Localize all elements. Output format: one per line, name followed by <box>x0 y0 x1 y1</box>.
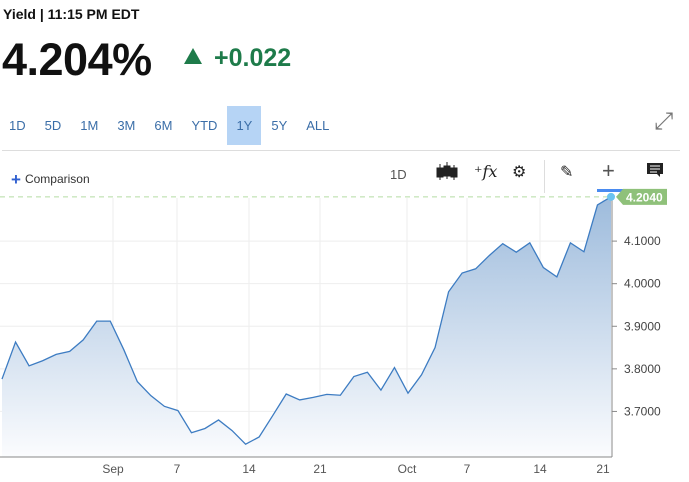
range-5y[interactable]: 5Y <box>271 118 288 133</box>
interval-button[interactable]: 1D <box>390 167 407 182</box>
up-arrow-icon <box>184 48 202 64</box>
comparison-label: Comparison <box>24 172 90 186</box>
range-selector: 1D 5D 1M 3M 6M YTD 1Y 5Y ALL <box>0 106 339 145</box>
price-value: 4.204% <box>2 34 152 85</box>
x-tick-label: 14 <box>242 462 256 476</box>
toolbar-divider <box>544 160 545 193</box>
comparison-button[interactable]: + Comparison <box>11 170 90 190</box>
range-6m[interactable]: 6M <box>154 118 173 133</box>
last-value-label: 4.2040 <box>626 190 663 204</box>
area-fill <box>2 196 611 457</box>
x-tick-label: 21 <box>313 462 327 476</box>
expand-icon[interactable]: ⤢ <box>654 108 674 135</box>
range-1m[interactable]: 1M <box>80 118 99 133</box>
x-tick-label: 21 <box>596 462 610 476</box>
plus-icon: + <box>11 170 21 189</box>
range-3m[interactable]: 3M <box>117 118 136 133</box>
pencil-icon[interactable]: ✎ <box>560 164 574 181</box>
change-value: +0.022 <box>214 44 292 72</box>
range-1d[interactable]: 1D <box>9 118 26 133</box>
candlestick-icon[interactable] <box>436 162 458 187</box>
x-tick-label: 14 <box>533 462 547 476</box>
series-line <box>1 196 612 446</box>
y-tick-label: 4.1000 <box>624 234 661 248</box>
active-tool-indicator <box>597 189 637 192</box>
x-tick-label: 7 <box>464 462 471 476</box>
comment-icon[interactable] <box>646 162 664 183</box>
y-tick-label: 3.9000 <box>624 319 661 333</box>
x-tick-label: 7 <box>174 462 181 476</box>
y-tick-label: 3.8000 <box>624 362 661 376</box>
x-tick-label: Oct <box>398 462 417 476</box>
last-value-badge <box>616 188 667 205</box>
price-change: +0.022 <box>184 44 291 73</box>
quote-header: Yield | 11:15 PM EDT <box>3 6 140 22</box>
last-value-marker <box>607 192 615 201</box>
range-1y[interactable]: 1Y <box>227 106 262 145</box>
function-icon[interactable]: ⁺fx <box>474 162 498 181</box>
gear-icon[interactable]: ⚙ <box>512 164 527 181</box>
y-tick-label: 4.0000 <box>624 277 661 291</box>
divider <box>2 150 680 151</box>
crosshair-icon[interactable]: + <box>602 158 615 183</box>
x-tick-label: Sep <box>102 462 124 476</box>
y-tick-label: 3.7000 <box>624 404 661 418</box>
range-all[interactable]: ALL <box>306 118 330 133</box>
range-5d[interactable]: 5D <box>44 118 62 133</box>
range-ytd[interactable]: YTD <box>191 118 218 133</box>
